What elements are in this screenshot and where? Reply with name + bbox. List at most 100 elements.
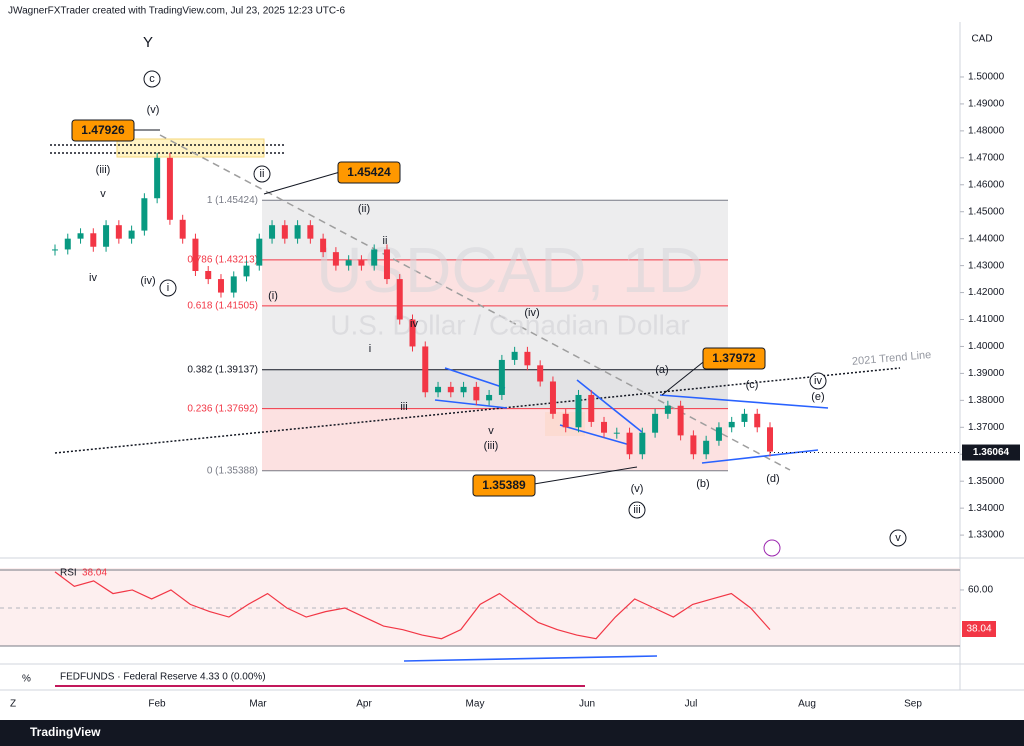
last-price-label: 1.36064: [973, 447, 1010, 458]
wave-label: (ii): [358, 203, 370, 215]
price-callout-box: [337, 161, 401, 184]
wave-label: (v): [631, 483, 644, 495]
y-tick-label: 1.33000: [968, 530, 1005, 541]
timezone-icon[interactable]: Z: [10, 699, 16, 710]
candle: [358, 260, 365, 266]
candle: [652, 413, 659, 433]
alert-icon[interactable]: [763, 539, 781, 557]
rsi-value: 38.04: [82, 568, 107, 579]
fib-label: 0 (1.35388): [207, 465, 258, 476]
candle: [269, 225, 276, 239]
candle: [677, 405, 684, 436]
candle: [52, 249, 58, 251]
y-tick-label: 1.46000: [968, 179, 1005, 190]
wave-label: iv: [410, 318, 418, 330]
candle: [230, 276, 237, 293]
candle: [409, 319, 416, 347]
candle: [435, 386, 442, 393]
y-tick-label: 1.44000: [968, 233, 1005, 244]
wave-circle: [253, 165, 271, 183]
candle: [307, 225, 314, 239]
y-tick-label: 1.42000: [968, 287, 1005, 298]
y-tick-label: 1.37000: [968, 422, 1005, 433]
wave-label: i: [167, 282, 169, 294]
candle: [154, 157, 161, 199]
wave-label: c: [149, 73, 155, 85]
wave-label: (iii): [484, 440, 499, 452]
candle: [613, 432, 620, 434]
candle: [396, 279, 403, 320]
wave-label: Y: [143, 34, 153, 51]
candle: [626, 432, 633, 455]
fib-label: 1 (1.45424): [207, 195, 258, 206]
candle: [447, 386, 454, 393]
fib-label: 0.618 (1.41505): [187, 301, 258, 312]
x-tick-label: Feb: [148, 699, 166, 710]
candle: [179, 219, 186, 239]
pattern-line: [444, 367, 506, 389]
wave-label: (iv): [524, 307, 539, 319]
candle: [460, 386, 467, 393]
wave-label: (i): [268, 290, 278, 302]
y-tick-label: 1.35000: [968, 476, 1005, 487]
wave-label: (iv): [140, 275, 155, 287]
candle: [217, 279, 224, 293]
y-tick-label: 1.43000: [968, 260, 1005, 271]
triangles: [403, 367, 829, 662]
rsi-tick-label: 60.00: [968, 585, 993, 596]
candle: [205, 271, 212, 280]
leader: [661, 358, 708, 396]
candle: [192, 238, 199, 272]
candle: [77, 233, 84, 239]
pattern-line: [434, 399, 508, 409]
wave-label: (e): [811, 391, 824, 403]
candle: [575, 394, 582, 428]
candle: [281, 225, 288, 239]
candle: [754, 413, 761, 428]
candle: [537, 365, 544, 382]
candle: [256, 238, 263, 266]
percent-icon[interactable]: %: [22, 674, 31, 685]
pattern-line: [659, 394, 829, 409]
candle: [715, 427, 722, 441]
price-callout-label: 1.35389: [482, 478, 526, 492]
leader: [533, 466, 638, 485]
pattern-line: [576, 379, 643, 433]
fib-label: 0.236 (1.37692): [187, 403, 258, 414]
candle: [511, 351, 518, 360]
candle: [562, 413, 569, 428]
fib-zone: [262, 305, 728, 370]
x-tick-label: Mar: [249, 699, 267, 710]
price-callout-label: 1.45424: [347, 165, 391, 179]
candle: [703, 440, 710, 455]
candle: [166, 157, 173, 220]
highlight-zone: [116, 138, 265, 158]
candle: [64, 238, 71, 250]
candle: [128, 230, 135, 239]
wave-circle: [143, 70, 161, 88]
fib-label: 0.382 (1.39137): [187, 364, 258, 375]
wave-label: (a): [655, 364, 668, 376]
candle: [601, 421, 608, 433]
wave-label: ii: [260, 168, 265, 180]
candle: [243, 265, 250, 277]
candle: [332, 252, 339, 266]
wave-label: iii: [633, 504, 640, 516]
price-callout-box: [702, 347, 766, 370]
candle: [371, 249, 378, 266]
candle: [498, 359, 505, 395]
y-tick-label: 1.49000: [968, 99, 1005, 110]
wave-label: (d): [766, 473, 779, 485]
wave-label: iii: [400, 401, 407, 413]
rsi-last-tag: [962, 621, 996, 637]
candle: [639, 432, 646, 455]
candle: [486, 394, 493, 401]
x-tick-label: Aug: [798, 699, 816, 710]
wave-label: (c): [746, 379, 759, 391]
fib-zone: [262, 369, 728, 409]
wave-circle: [628, 501, 646, 519]
candle: [383, 249, 390, 280]
leader: [263, 171, 341, 195]
wave-label: v: [488, 425, 494, 437]
y-tick-label: 1.38000: [968, 395, 1005, 406]
